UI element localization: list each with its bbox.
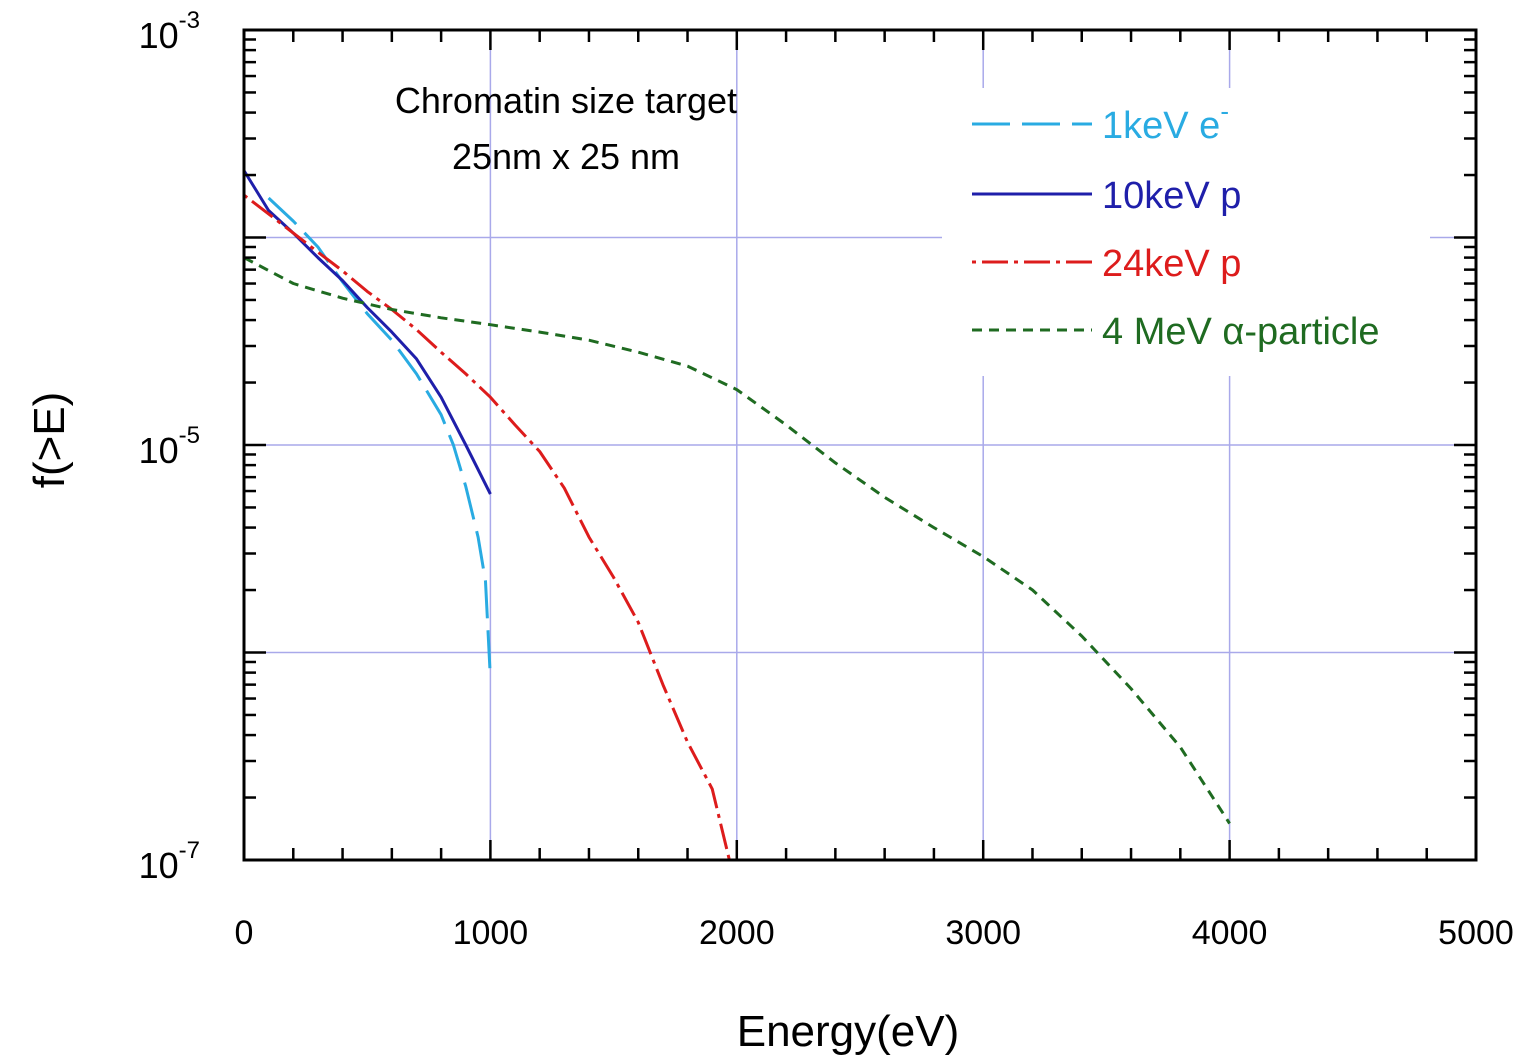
series-line xyxy=(243,256,1231,825)
series-line xyxy=(242,169,492,495)
y-tick-label: 10-7 xyxy=(139,837,200,886)
annotation-text: 25nm x 25 nm xyxy=(452,136,680,177)
y-tick-label: 10-5 xyxy=(139,422,200,471)
x-tick-label: 2000 xyxy=(699,914,775,952)
series-line xyxy=(267,196,492,679)
legend-label: 10keV p xyxy=(1102,175,1241,217)
x-tick-label: 4000 xyxy=(1192,914,1268,952)
x-tick-label: 0 xyxy=(235,914,254,952)
legend-label: 1keV e- xyxy=(1102,96,1229,147)
legend: 1keV e- 10keV p 24keV p 4 MeV α-particle xyxy=(972,96,1380,353)
series-layer xyxy=(242,169,1231,861)
legend-background xyxy=(942,88,1430,376)
legend-label: 24keV p xyxy=(1102,243,1241,285)
x-tick-label: 3000 xyxy=(945,914,1021,952)
x-tick-label: 5000 xyxy=(1438,914,1514,952)
legend-label: 4 MeV α-particle xyxy=(1102,311,1380,353)
y-tick-label: 10-3 xyxy=(139,7,200,56)
ticks xyxy=(242,28,1478,862)
tick-labels: 0 1000 2000 3000 4000 5000 10-3 10-5 10-7 xyxy=(139,7,1514,952)
annotation-text: Chromatin size target xyxy=(395,80,737,121)
y-axis-label: f(>E) xyxy=(25,392,74,489)
annotations: Chromatin size target 25nm x 25 nm xyxy=(395,80,737,177)
x-axis-label: Energy(eV) xyxy=(737,1007,960,1056)
x-tick-label: 1000 xyxy=(453,914,529,952)
series-line xyxy=(243,193,731,861)
